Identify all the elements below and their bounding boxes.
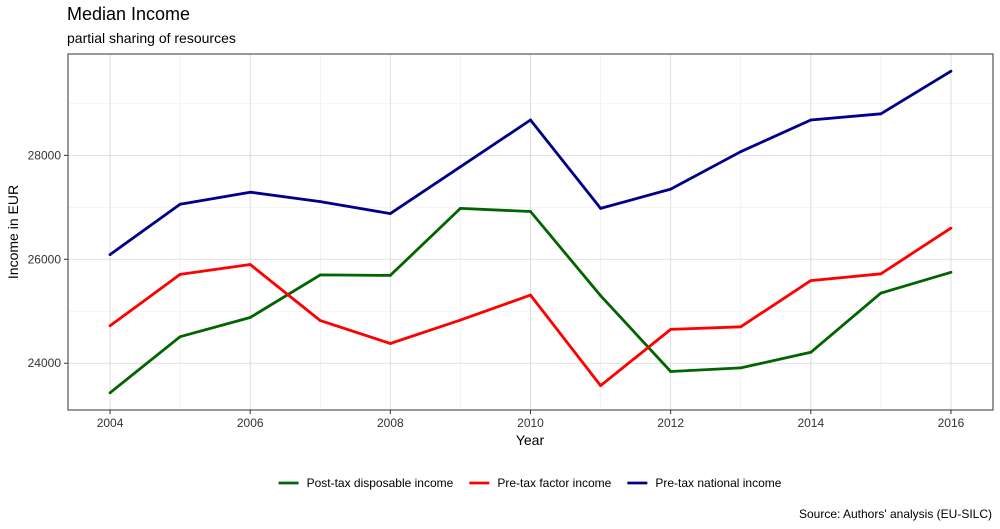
data-point (809, 351, 812, 354)
data-point (669, 328, 672, 331)
data-point (669, 188, 672, 191)
data-point (459, 207, 462, 210)
legend-item: Pre-tax national income (627, 476, 781, 490)
legend: Post-tax disposable income Pre-tax factor… (279, 476, 782, 490)
y-tick-label: 28000 (28, 148, 62, 162)
legend-label: Pre-tax factor income (497, 476, 611, 490)
x-tick-label: 2008 (377, 416, 404, 430)
legend-label: Post-tax disposable income (307, 476, 454, 490)
data-point (529, 119, 532, 122)
data-point (669, 370, 672, 373)
x-tick-label: 2014 (797, 416, 824, 430)
x-axis-title: Year (516, 432, 545, 448)
data-point (879, 292, 882, 295)
legend-item: Post-tax disposable income (279, 476, 454, 490)
x-tick-label: 2010 (517, 416, 544, 430)
legend-item: Pre-tax factor income (469, 476, 611, 490)
data-point (950, 227, 953, 230)
data-point (879, 112, 882, 115)
y-axis: 24000 26000 28000 (28, 148, 68, 370)
data-point (529, 294, 532, 297)
data-point (599, 384, 602, 387)
data-point (459, 165, 462, 168)
plot-area (68, 54, 993, 410)
y-tick-label: 26000 (28, 252, 62, 266)
x-axis: 2004 2006 2008 2010 2012 2014 2016 (97, 410, 965, 430)
y-axis-title: Income in EUR (5, 185, 21, 279)
data-point (249, 316, 252, 319)
data-point (389, 342, 392, 345)
data-point (249, 263, 252, 266)
data-point (109, 324, 112, 327)
data-point (879, 272, 882, 275)
data-point (950, 70, 953, 73)
data-point (950, 271, 953, 274)
x-tick-label: 2016 (938, 416, 965, 430)
data-point (739, 367, 742, 370)
data-point (739, 150, 742, 153)
data-point (109, 391, 112, 394)
data-point (389, 212, 392, 215)
data-point (179, 203, 182, 206)
chart-title: Median Income (67, 4, 190, 24)
data-point (809, 119, 812, 122)
data-point (109, 253, 112, 256)
data-point (809, 279, 812, 282)
chart-caption: Source: Authors' analysis (EU-SILC) (799, 507, 992, 521)
data-point (739, 325, 742, 328)
legend-label: Pre-tax national income (655, 476, 781, 490)
data-point (599, 294, 602, 297)
chart-subtitle: partial sharing of resources (67, 30, 236, 46)
data-point (249, 191, 252, 194)
data-point (599, 207, 602, 210)
y-tick-label: 24000 (28, 356, 62, 370)
data-point (179, 273, 182, 276)
data-point (529, 210, 532, 213)
data-point (459, 319, 462, 322)
data-point (319, 200, 322, 203)
data-point (179, 335, 182, 338)
x-tick-label: 2006 (237, 416, 264, 430)
data-point (389, 274, 392, 277)
x-tick-label: 2004 (97, 416, 124, 430)
x-tick-label: 2012 (657, 416, 684, 430)
data-point (319, 319, 322, 322)
data-point (319, 273, 322, 276)
